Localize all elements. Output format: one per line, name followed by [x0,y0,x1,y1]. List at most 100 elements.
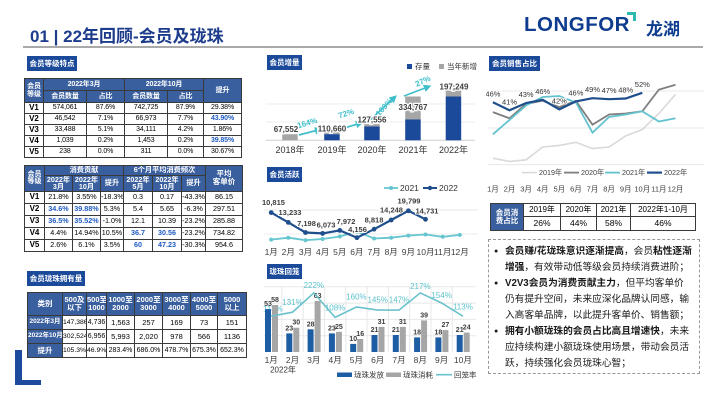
svg-text:23: 23 [285,325,293,332]
svg-text:6,073: 6,073 [317,221,336,230]
svg-text:5月: 5月 [333,247,346,257]
svg-text:46%: 46% [568,88,583,97]
svg-text:2020年: 2020年 [581,168,604,177]
svg-text:72%: 72% [337,107,355,121]
svg-text:154%: 154% [431,291,451,300]
svg-text:1月: 1月 [265,355,278,365]
svg-text:145%: 145% [367,296,387,305]
svg-text:42%: 42% [552,96,567,105]
svg-text:2018年: 2018年 [275,144,304,155]
svg-text:7月: 7月 [367,247,380,257]
svg-text:12月: 12月 [668,185,684,194]
svg-text:8,818: 8,818 [365,216,384,225]
svg-text:2021: 2021 [400,183,419,193]
svg-text:147%: 147% [389,296,409,305]
svg-text:2022年: 2022年 [270,365,296,375]
svg-text:4月: 4月 [537,185,549,194]
svg-text:7,972: 7,972 [337,217,356,226]
svg-text:3月: 3月 [307,355,320,365]
svg-text:28: 28 [307,321,315,328]
svg-text:18: 18 [413,329,421,336]
svg-text:27: 27 [442,322,450,329]
svg-text:2022年: 2022年 [664,168,687,177]
svg-text:21: 21 [371,327,379,334]
svg-text:21: 21 [392,327,400,334]
svg-text:10月: 10月 [417,247,435,257]
svg-text:217%: 217% [410,282,430,291]
svg-text:1月: 1月 [487,185,499,194]
svg-text:127,556: 127,556 [358,116,387,125]
svg-text:48%: 48% [618,86,633,95]
svg-text:10月: 10月 [454,355,472,365]
svg-text:4,156: 4,156 [348,225,367,234]
svg-text:3月: 3月 [299,247,312,257]
svg-text:1月: 1月 [265,247,278,257]
svg-text:9月: 9月 [620,185,632,194]
svg-text:21: 21 [456,327,464,334]
svg-text:13,233: 13,233 [279,208,302,217]
svg-text:10: 10 [349,336,357,343]
svg-text:2022年: 2022年 [439,144,468,155]
svg-text:108%: 108% [325,304,345,313]
svg-text:7,198: 7,198 [297,219,316,228]
svg-text:110,660: 110,660 [318,125,347,134]
svg-text:12月: 12月 [451,247,469,257]
svg-text:31: 31 [399,319,407,326]
svg-text:9月: 9月 [435,355,448,365]
svg-text:46%: 46% [535,87,550,96]
svg-text:164%: 164% [296,116,318,131]
svg-text:47%: 47% [602,86,617,95]
svg-text:14,248: 14,248 [380,206,403,215]
svg-text:131%: 131% [282,298,302,307]
svg-text:113%: 113% [453,303,473,312]
svg-text:2019年: 2019年 [539,168,562,177]
svg-text:9月: 9月 [402,247,415,257]
svg-text:19,799: 19,799 [398,196,421,205]
svg-text:43%: 43% [519,90,534,99]
svg-text:49%: 49% [585,85,600,94]
svg-text:16: 16 [356,331,364,338]
svg-text:31: 31 [378,319,386,326]
svg-text:4月: 4月 [316,247,329,257]
svg-text:23: 23 [328,325,336,332]
svg-text:回笼率: 回笼率 [454,370,477,380]
svg-text:11月: 11月 [651,185,666,194]
svg-text:8月: 8月 [414,355,427,365]
svg-text:58: 58 [271,297,279,304]
svg-text:3月: 3月 [520,185,532,194]
svg-text:24: 24 [463,325,471,332]
svg-text:197,249: 197,249 [440,83,469,92]
svg-text:2021年: 2021年 [622,168,645,177]
svg-text:25: 25 [335,324,343,331]
svg-text:39: 39 [420,312,428,319]
svg-text:30: 30 [292,320,300,327]
svg-text:珑珠消耗: 珑珠消耗 [403,370,433,380]
svg-text:18: 18 [435,329,443,336]
svg-text:6月: 6月 [371,355,384,365]
svg-text:67,552: 67,552 [274,125,299,134]
svg-text:2021年: 2021年 [398,144,427,155]
svg-text:334,767: 334,767 [399,103,428,112]
svg-text:27%: 27% [414,75,432,89]
svg-text:2020年: 2020年 [357,144,386,155]
svg-text:2022: 2022 [439,183,458,193]
svg-text:2月: 2月 [282,247,295,257]
svg-text:8月: 8月 [385,247,398,257]
svg-text:10月: 10月 [634,185,650,194]
svg-text:222%: 222% [304,282,324,290]
svg-text:8月: 8月 [603,185,615,194]
svg-text:14,731: 14,731 [416,206,439,215]
svg-text:6月: 6月 [350,247,363,257]
svg-text:160%: 160% [346,293,366,302]
svg-text:46%: 46% [486,89,501,98]
svg-text:52%: 52% [635,80,650,89]
svg-text:5月: 5月 [350,355,363,365]
svg-text:41%: 41% [502,97,517,106]
svg-text:2019年: 2019年 [317,144,346,155]
svg-text:11月: 11月 [434,247,451,257]
svg-text:5月: 5月 [553,185,565,194]
svg-text:6月: 6月 [570,185,582,194]
svg-text:10,815: 10,815 [262,198,285,207]
svg-text:53: 53 [264,301,272,308]
svg-text:2月: 2月 [286,355,299,365]
